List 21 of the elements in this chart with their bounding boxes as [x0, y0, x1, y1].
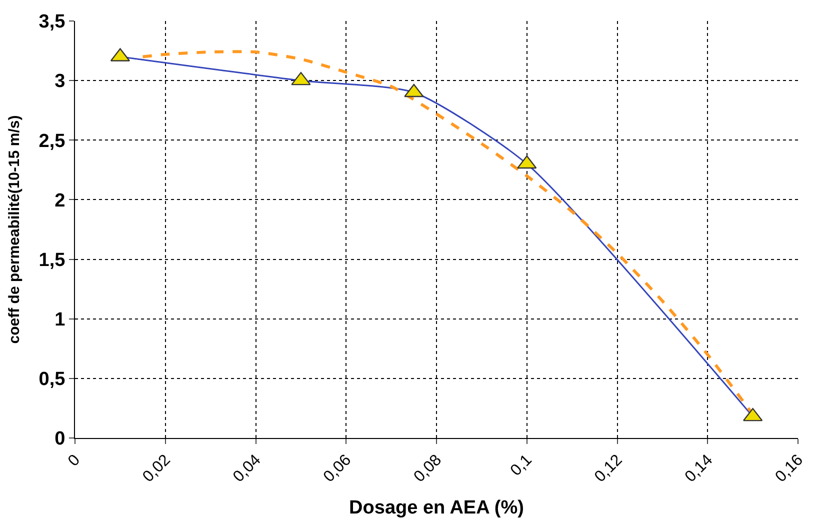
y-tick-label: 3	[54, 71, 66, 92]
x-tick-label: 0,02	[140, 452, 174, 486]
point	[291, 72, 311, 86]
y-axis-title: coeff de permeabilité(10-15 m/s)	[6, 115, 24, 344]
y-tick-label: 2,5	[38, 130, 66, 152]
y-tick-label: 1,5	[38, 250, 66, 271]
point	[517, 155, 537, 169]
x-tick-label: 0,1	[508, 452, 536, 480]
y-tick-label: 2	[54, 190, 66, 212]
x-tick-label: 0,06	[320, 452, 355, 486]
x-tick-label: 0,08	[410, 452, 446, 486]
y-tick-label: 0	[54, 428, 66, 450]
y-tick-label: 1	[54, 310, 66, 331]
x-axis-title: Dosage en AEA (%)	[349, 498, 524, 519]
x-tick-label: 0,04	[230, 452, 264, 486]
x-tick-label: 0,12	[592, 452, 626, 486]
x-tick-label: 0,16	[772, 452, 807, 486]
point	[404, 84, 424, 98]
y-tick-label: 3,5	[38, 12, 66, 33]
y-tick-label: 0,5	[38, 369, 66, 390]
x-tick-label: 0,14	[682, 452, 716, 486]
